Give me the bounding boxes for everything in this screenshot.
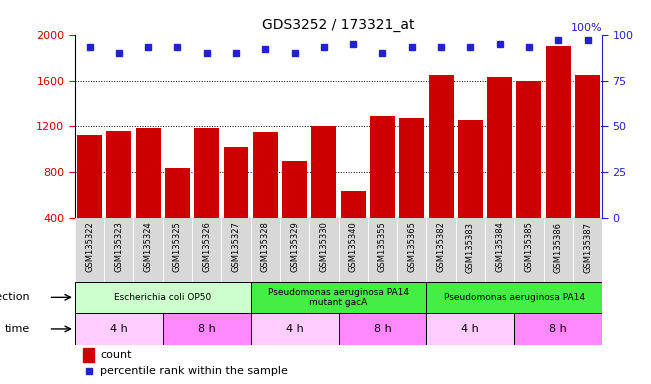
Bar — [485, 218, 514, 281]
Bar — [399, 118, 424, 218]
Bar — [456, 218, 485, 281]
Bar — [487, 77, 512, 218]
Text: GSM135329: GSM135329 — [290, 222, 299, 272]
Text: GSM135327: GSM135327 — [232, 222, 240, 272]
Bar — [221, 218, 251, 281]
Bar — [75, 313, 163, 345]
Bar — [516, 81, 542, 218]
Bar — [133, 218, 163, 281]
Text: GSM135382: GSM135382 — [437, 222, 445, 272]
Bar — [514, 313, 602, 345]
Bar — [426, 313, 514, 345]
Text: GSM135340: GSM135340 — [349, 222, 357, 272]
Bar — [77, 134, 102, 218]
Bar — [368, 218, 397, 281]
Bar — [340, 191, 366, 218]
Text: GSM135385: GSM135385 — [525, 222, 533, 272]
Bar — [75, 281, 251, 313]
Bar — [163, 218, 192, 281]
Text: 4 h: 4 h — [462, 324, 479, 334]
Text: GSM135326: GSM135326 — [202, 222, 211, 272]
Text: GSM135322: GSM135322 — [85, 222, 94, 272]
Bar — [397, 218, 426, 281]
Bar — [282, 161, 307, 218]
Text: GSM135386: GSM135386 — [554, 222, 562, 273]
Bar — [253, 132, 278, 218]
Bar — [573, 218, 602, 281]
Bar — [106, 131, 132, 218]
Bar — [339, 313, 426, 345]
Text: GSM135325: GSM135325 — [173, 222, 182, 272]
Text: Pseudomonas aeruginosa PA14: Pseudomonas aeruginosa PA14 — [444, 293, 585, 302]
Text: GSM135384: GSM135384 — [495, 222, 504, 272]
Text: GSM135324: GSM135324 — [144, 222, 152, 272]
Bar — [104, 218, 133, 281]
Bar — [83, 348, 94, 362]
Bar — [251, 218, 280, 281]
Text: 8 h: 8 h — [374, 324, 391, 334]
Text: count: count — [100, 350, 132, 360]
Title: GDS3252 / 173321_at: GDS3252 / 173321_at — [262, 18, 415, 32]
Bar — [544, 218, 573, 281]
Bar — [514, 218, 544, 281]
Bar — [546, 46, 571, 218]
Bar — [135, 128, 161, 218]
Text: time: time — [5, 324, 30, 334]
Text: 4 h: 4 h — [110, 324, 128, 334]
Text: percentile rank within the sample: percentile rank within the sample — [100, 366, 288, 376]
Text: 8 h: 8 h — [198, 324, 215, 334]
Bar — [251, 313, 339, 345]
Bar — [339, 218, 368, 281]
Bar — [426, 281, 602, 313]
Bar — [192, 218, 221, 281]
Text: GSM135355: GSM135355 — [378, 222, 387, 272]
Bar — [75, 218, 104, 281]
Bar — [280, 218, 309, 281]
Bar — [311, 126, 337, 218]
Bar — [426, 218, 456, 281]
Text: GSM135365: GSM135365 — [408, 222, 416, 272]
Text: GSM135323: GSM135323 — [115, 222, 123, 272]
Text: 4 h: 4 h — [286, 324, 303, 334]
Bar — [194, 128, 219, 218]
Text: GSM135328: GSM135328 — [261, 222, 270, 272]
Bar — [458, 120, 483, 218]
Bar — [575, 75, 600, 218]
Bar — [251, 281, 426, 313]
Text: Escherichia coli OP50: Escherichia coli OP50 — [114, 293, 212, 302]
Text: GSM135383: GSM135383 — [466, 222, 475, 273]
Bar — [370, 116, 395, 218]
Text: 100%: 100% — [570, 23, 602, 33]
Text: GSM135330: GSM135330 — [320, 222, 328, 272]
Bar — [428, 75, 454, 218]
Text: infection: infection — [0, 292, 30, 302]
Bar — [165, 168, 190, 218]
Bar — [223, 147, 249, 218]
Bar — [163, 313, 251, 345]
Bar — [309, 218, 339, 281]
Text: Pseudomonas aeruginosa PA14
mutant gacA: Pseudomonas aeruginosa PA14 mutant gacA — [268, 288, 409, 307]
Text: 8 h: 8 h — [549, 324, 567, 334]
Text: GSM135387: GSM135387 — [583, 222, 592, 273]
